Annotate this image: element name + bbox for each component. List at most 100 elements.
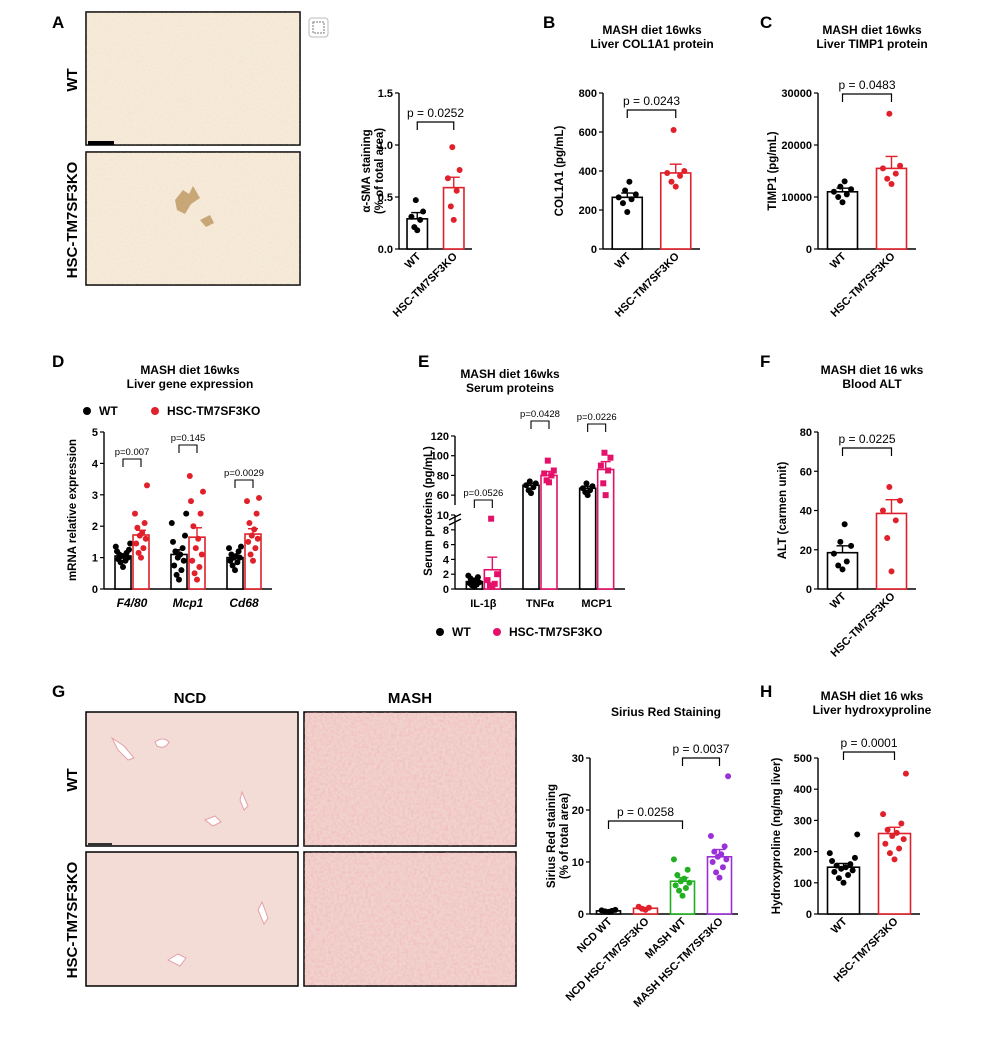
chart-f-point	[897, 497, 904, 504]
chart-g-sig-bracket	[607, 820, 684, 829]
chart-e-sig-bracket	[473, 499, 493, 508]
chart-e-legend-marker	[436, 628, 444, 636]
chart-b-bar	[611, 196, 644, 250]
chart-h-pvalue: p = 0.0001	[840, 736, 897, 750]
chart-h-ytick-label: 400	[794, 784, 812, 796]
panel-letter-a: A	[52, 13, 64, 32]
chart-e-point	[600, 480, 607, 487]
chart-d-point	[138, 554, 144, 561]
chart-f-point	[848, 542, 855, 549]
chart-e-point	[589, 483, 596, 490]
chart-g-point	[670, 856, 677, 863]
chart-d-point	[173, 571, 180, 578]
chart-e-pvalue: p=0.0428	[520, 409, 560, 420]
chart-d-point	[253, 510, 260, 517]
chart-h-point	[826, 850, 833, 857]
chart-d-sig-bracket	[122, 458, 142, 467]
row-label-ko-g: HSC-TM7SF3KO	[64, 861, 81, 978]
chart-g-point	[723, 856, 730, 863]
chart-f-point	[843, 558, 850, 565]
chart-e-point	[597, 462, 604, 469]
chart-e-ytick-label: 0	[443, 584, 449, 596]
chart-a-xlabel: WT	[403, 250, 424, 271]
chart-e-bar	[578, 487, 597, 590]
chart-e-bar	[596, 468, 615, 590]
chart-h-point	[842, 864, 849, 871]
chart-h-ytick-label: 100	[794, 878, 812, 890]
chart-e-legend-label: WT	[452, 625, 471, 639]
chart-h-point	[838, 865, 845, 872]
chart-g-point	[709, 859, 716, 865]
chart-d-point	[142, 535, 149, 542]
panel-letter-d: D	[52, 352, 64, 371]
chart-e-point	[486, 582, 493, 589]
chart-d-ytick-label: 5	[92, 427, 98, 439]
chart-g-title: Sirius Red Staining	[611, 705, 721, 719]
chart-d-sig-bracket	[178, 444, 198, 453]
chart-b-point	[664, 169, 671, 176]
chart-g-point	[672, 882, 679, 889]
chart-f-ylabel: ALT (carmen unit)	[777, 462, 789, 560]
micrograph-g-mash-wt-texture	[304, 712, 516, 846]
chart-f-pvalue: p = 0.0225	[838, 432, 895, 446]
chart-e-ytick-label: 2	[443, 569, 449, 581]
chart-c-point	[897, 162, 904, 169]
chart-d-point	[188, 498, 194, 505]
expand-icon[interactable]	[308, 17, 329, 38]
chart-a-point	[444, 175, 451, 182]
chart-d-pvalue: p=0.0029	[224, 468, 264, 479]
chart-d-point	[176, 576, 182, 583]
chart-h-point	[849, 867, 856, 874]
chart-g-bar	[706, 855, 733, 915]
chart-a-point	[450, 216, 457, 223]
chart-h-ytick-label: 500	[794, 753, 812, 765]
chart-g-pvalue: p = 0.0037	[672, 742, 729, 756]
chart-e-point	[541, 470, 548, 477]
chart-a-point	[417, 216, 424, 223]
chart-h-point	[880, 811, 887, 818]
chart-e-ytick-label: 100	[431, 451, 449, 463]
chart-h-xlabel: WT	[829, 915, 850, 936]
chart-g-point	[707, 833, 714, 839]
chart-e-ylabel: Serum proteins (pg/mL)	[423, 446, 435, 576]
chart-d-point	[178, 567, 185, 574]
chart-c-ytick-label: 30000	[781, 88, 812, 100]
chart-e-xlabel: TNFα	[526, 598, 554, 610]
micrograph-a-wt-texture	[86, 12, 300, 145]
chart-c-point	[837, 183, 844, 190]
chart-g-pvalue: p = 0.0258	[617, 805, 674, 819]
chart-h-point	[889, 833, 896, 839]
chart-b-pvalue: p = 0.0243	[623, 94, 680, 108]
micrograph-g-ncd-wt	[85, 711, 299, 847]
chart-a-point	[412, 197, 419, 204]
chart-d-point	[229, 562, 236, 569]
chart-h-point	[851, 854, 858, 861]
chart-h-ytick-label: 300	[794, 815, 812, 827]
chart-d-point	[195, 535, 202, 542]
chart-d-point	[233, 553, 240, 560]
chart-e-point	[488, 515, 495, 522]
chart-b-xlabel: WT	[613, 250, 634, 271]
chart-d-point	[247, 551, 254, 558]
chart-g-point	[713, 869, 720, 876]
chart-f-point	[892, 517, 899, 524]
chart-d-point	[112, 543, 119, 550]
chart-b-point	[624, 208, 631, 215]
chart-g-point	[645, 904, 652, 911]
chart-d-point	[234, 559, 241, 566]
chart-d-pvalue: p=0.145	[171, 433, 206, 444]
chart-g-point	[682, 885, 689, 891]
chart-g-point	[718, 851, 725, 858]
chart-h-point	[882, 840, 889, 847]
vessels-ncd	[110, 736, 269, 967]
panel-letter-c: C	[760, 13, 772, 32]
chart-b-point	[615, 194, 622, 201]
chart-f-title: MASH diet 16 wks Blood ALT	[821, 363, 924, 391]
chart-e-ytick-label: 4	[443, 554, 450, 566]
chart-f-ytick-label: 80	[800, 427, 812, 439]
chart-d-point	[228, 551, 235, 558]
chart-c-bar	[875, 167, 908, 250]
chart-e-legend-label: HSC-TM7SF3KO	[509, 625, 602, 639]
chart-h-title: MASH diet 16 wks Liver hydroxyproline	[813, 689, 932, 717]
